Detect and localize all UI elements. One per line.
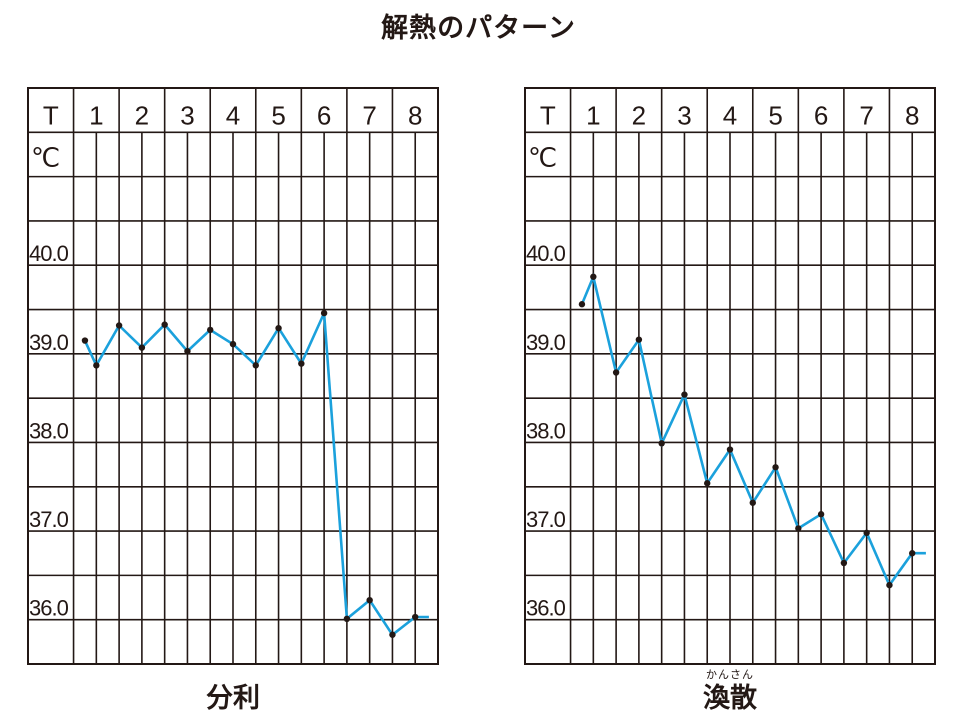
- x-tick-label: 2: [632, 100, 646, 130]
- chart-title-kansan: 渙散: [703, 683, 757, 714]
- data-point: [366, 596, 373, 604]
- data-point: [389, 631, 396, 638]
- x-tick-label: 7: [859, 100, 873, 130]
- unit-label: ℃: [31, 143, 60, 173]
- data-point: [229, 340, 237, 348]
- data-point: [138, 344, 146, 351]
- y-tick-label: 38.0: [526, 418, 566, 443]
- data-point: [612, 369, 620, 376]
- data-point: [681, 391, 688, 398]
- data-point: [772, 464, 779, 471]
- unit-label: ℃: [528, 143, 557, 173]
- data-point: [81, 337, 89, 344]
- x-tick-label: 3: [677, 100, 691, 130]
- data-point: [704, 480, 711, 487]
- header-label: T: [43, 100, 59, 130]
- x-tick-label: 7: [362, 100, 376, 130]
- y-tick-label: 38.0: [29, 418, 69, 443]
- data-point: [817, 511, 825, 518]
- data-point: [93, 362, 100, 369]
- data-point: [115, 322, 123, 329]
- data-point: [252, 362, 259, 369]
- data-point: [886, 581, 893, 589]
- y-tick-label: 36.0: [29, 596, 69, 621]
- data-point: [863, 529, 870, 537]
- x-tick-label: 5: [271, 100, 285, 130]
- grid: [525, 88, 935, 664]
- y-tick-label: 39.0: [526, 330, 566, 355]
- y-tick-label: 39.0: [29, 330, 69, 355]
- x-tick-label: 4: [226, 100, 240, 130]
- y-tick-label: 37.0: [29, 507, 69, 532]
- data-point: [343, 615, 351, 623]
- x-tick-label: 6: [814, 100, 828, 130]
- data-point: [578, 301, 586, 308]
- grid: [28, 88, 438, 664]
- header-label: T: [540, 100, 556, 130]
- data-point: [298, 360, 305, 367]
- y-tick-label: 37.0: [526, 507, 566, 532]
- data-point: [840, 559, 848, 567]
- x-tick-label: 8: [408, 100, 422, 130]
- series-line: [580, 272, 926, 588]
- data-point: [184, 347, 191, 355]
- data-point: [726, 446, 734, 453]
- data-point: [658, 440, 665, 447]
- chart-frame: [27, 87, 439, 665]
- x-tick-label: 4: [723, 100, 737, 130]
- x-tick-label: 8: [905, 100, 919, 130]
- x-tick-label: 3: [180, 100, 194, 130]
- x-tick-label: 6: [317, 100, 331, 130]
- x-tick-label: 2: [135, 100, 149, 130]
- data-point: [795, 525, 802, 532]
- chart-title-ruby-kansan: かんさん: [706, 668, 754, 681]
- data-point: [207, 326, 214, 334]
- y-tick-label: 40.0: [526, 241, 566, 266]
- x-tick-label: 1: [89, 100, 103, 130]
- series-line: [83, 312, 429, 637]
- x-tick-label: 5: [768, 100, 782, 130]
- data-point: [749, 499, 756, 506]
- page-title: 解熱のパターン: [381, 13, 576, 44]
- y-tick-label: 40.0: [29, 241, 69, 266]
- data-point: [909, 550, 916, 557]
- data-point: [412, 613, 419, 621]
- data-point: [161, 321, 168, 328]
- x-tick-label: 1: [586, 100, 600, 130]
- data-point: [635, 336, 643, 343]
- data-point: [275, 324, 282, 332]
- chart-title-bunri: 分利: [206, 683, 260, 714]
- data-point: [590, 273, 597, 280]
- data-point: [320, 309, 328, 317]
- y-tick-label: 36.0: [526, 596, 566, 621]
- chart-frame: [524, 87, 936, 665]
